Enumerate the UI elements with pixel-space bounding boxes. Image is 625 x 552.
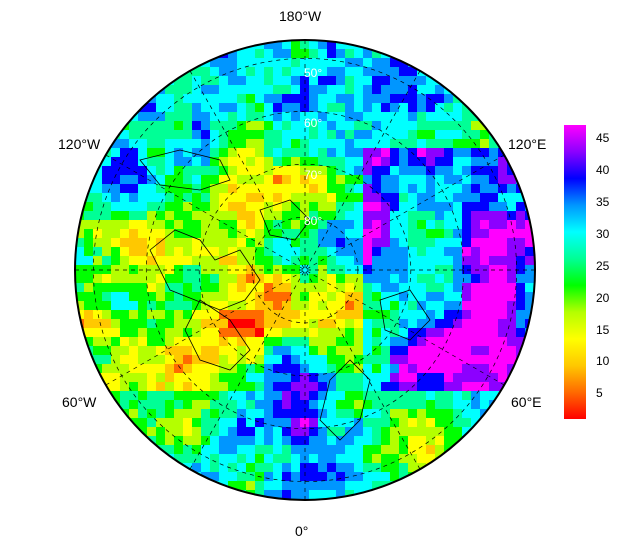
lon-label-60w: 60°W <box>62 394 97 410</box>
colorbar-tick-label: 5 <box>596 386 603 401</box>
lon-label-120w: 120°W <box>58 136 101 152</box>
lon-label-120e: 120°E <box>508 136 547 152</box>
coastline-outlines <box>139 149 431 441</box>
lon-label-60e: 60°E <box>511 394 542 410</box>
colorbar-tick-label: 45 <box>596 130 610 145</box>
colorbar <box>564 125 586 419</box>
lon-label-0: 0° <box>295 523 309 539</box>
colorbar-tick-label: 15 <box>596 322 610 337</box>
lon-label-180w: 180°W <box>279 8 322 24</box>
colorbar-tick-label: 35 <box>596 194 610 209</box>
lat-label: 50° <box>304 66 323 80</box>
map-boundary <box>74 39 536 501</box>
colorbar-tick-label: 30 <box>596 226 610 241</box>
data-field <box>75 40 535 500</box>
colorbar-tick-label: 10 <box>596 354 610 369</box>
lat-label: 60° <box>304 116 323 130</box>
lat-label: 80° <box>304 214 323 228</box>
colorbar-tick-label: 40 <box>596 162 610 177</box>
colorbar-tick-label: 25 <box>596 258 610 273</box>
colorbar-tick-label: 20 <box>596 290 610 305</box>
graticule <box>75 40 535 500</box>
lat-label: 70° <box>304 168 323 182</box>
